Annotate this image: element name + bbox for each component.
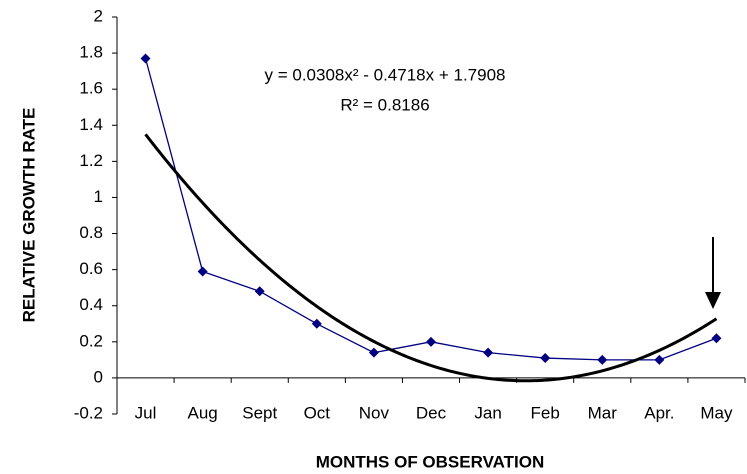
y-tick-label: 1.2 bbox=[79, 151, 103, 170]
y-tick-label: 0.6 bbox=[79, 259, 103, 278]
x-tick-label: Aug bbox=[188, 403, 218, 422]
data-point bbox=[426, 336, 436, 347]
data-point bbox=[597, 354, 608, 365]
y-tick-label: -0.2 bbox=[74, 403, 103, 422]
y-tick-label: 1.6 bbox=[79, 79, 103, 98]
x-tick-label: Apr. bbox=[644, 403, 674, 422]
x-tick-label: Mar bbox=[588, 403, 618, 422]
y-tick-label: 0 bbox=[94, 367, 103, 386]
x-tick-label: Jan bbox=[474, 403, 501, 422]
data-point bbox=[540, 353, 551, 364]
data-point bbox=[654, 354, 665, 365]
data-point bbox=[254, 286, 265, 297]
x-tick-label: Feb bbox=[531, 403, 560, 422]
trend-equation: y = 0.0308x² - 0.4718x + 1.7908 bbox=[264, 65, 505, 84]
x-tick-label: Jul bbox=[135, 403, 157, 422]
x-tick-label: Dec bbox=[416, 403, 447, 422]
y-tick-label: 1.8 bbox=[79, 43, 103, 62]
data-point bbox=[711, 333, 722, 344]
series-line bbox=[144, 58, 717, 361]
y-tick-label: 2 bbox=[94, 6, 103, 25]
x-tick-label: Sept bbox=[242, 403, 277, 422]
trend-r-squared: R² = 0.8186 bbox=[340, 95, 429, 114]
data-point bbox=[368, 347, 379, 358]
data-point bbox=[197, 266, 208, 277]
data-point bbox=[483, 347, 494, 358]
data-point bbox=[311, 318, 322, 329]
y-tick-label: 0.2 bbox=[79, 331, 103, 350]
arrow bbox=[705, 237, 721, 309]
y-tick-label: 1.4 bbox=[79, 115, 103, 134]
trendline bbox=[144, 133, 718, 383]
x-tick-label: Oct bbox=[304, 403, 331, 422]
data-point bbox=[140, 53, 151, 64]
x-tick-label: Nov bbox=[359, 403, 390, 422]
y-tick-label: 1 bbox=[94, 187, 103, 206]
x-axis-title: MONTHS OF OBSERVATION bbox=[316, 452, 545, 471]
y-axis-title: RELATIVE GROWTH RATE bbox=[19, 108, 38, 323]
y-tick-label: 0.4 bbox=[79, 295, 103, 314]
y-tick-label: 0.8 bbox=[79, 223, 103, 242]
x-tick-label: May bbox=[700, 403, 733, 422]
